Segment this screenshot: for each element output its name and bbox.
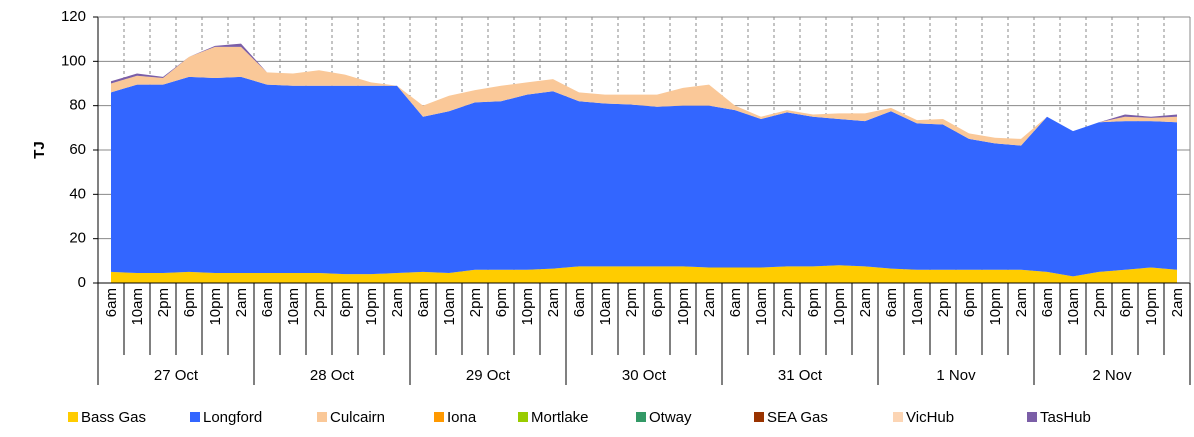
x-tick-label: 6am <box>1039 288 1056 317</box>
legend-swatch <box>518 412 528 422</box>
x-tick-label: 10am <box>753 288 770 326</box>
area <box>111 76 1177 277</box>
x-tick-label: 2pm <box>155 288 172 317</box>
x-tick-label: 6am <box>103 288 120 317</box>
x-tick-label: 2pm <box>623 288 640 317</box>
legend-swatch <box>1027 412 1037 422</box>
x-tick-label: 10pm <box>207 288 224 326</box>
x-tick-label: 10am <box>285 288 302 326</box>
x-tick-label: 10pm <box>363 288 380 326</box>
x-tick-label: 6am <box>883 288 900 317</box>
x-tick-label: 2am <box>545 288 562 317</box>
date-label: 28 Oct <box>310 367 355 384</box>
x-tick-label: 10pm <box>831 288 848 326</box>
legend-label: TasHub <box>1040 409 1091 426</box>
x-tick-label: 6pm <box>1117 288 1134 317</box>
x-tick-label: 2am <box>701 288 718 317</box>
area <box>111 265 1177 283</box>
legend-label: Culcairn <box>330 409 385 426</box>
x-tick-label: 10pm <box>519 288 536 326</box>
x-tick-label: 2am <box>233 288 250 317</box>
x-tick-label: 6am <box>259 288 276 317</box>
x-tick-label: 6pm <box>181 288 198 317</box>
legend-label: VicHub <box>906 409 954 426</box>
x-tick-label: 2am <box>857 288 874 317</box>
date-label: 30 Oct <box>622 367 667 384</box>
legend-label: Bass Gas <box>81 409 146 426</box>
x-tick-label: 2pm <box>467 288 484 317</box>
x-tick-label: 10am <box>129 288 146 326</box>
x-tick-label: 2am <box>389 288 406 317</box>
date-label: 2 Nov <box>1092 367 1132 384</box>
x-tick-label: 2pm <box>1091 288 1108 317</box>
legend-swatch <box>317 412 327 422</box>
legend-swatch <box>893 412 903 422</box>
x-tick-label: 10am <box>1065 288 1082 326</box>
x-tick-label: 10am <box>909 288 926 326</box>
x-tick-label: 6am <box>415 288 432 317</box>
x-tick-label: 6am <box>727 288 744 317</box>
legend-swatch <box>190 412 200 422</box>
legend-label: Mortlake <box>531 409 589 426</box>
date-label: 27 Oct <box>154 367 199 384</box>
y-tick-label: 120 <box>61 8 86 25</box>
legend-swatch <box>68 412 78 422</box>
x-tick-label: 6pm <box>805 288 822 317</box>
legend-swatch <box>754 412 764 422</box>
y-axis-label: TJ <box>31 141 48 159</box>
y-tick-label: 40 <box>69 185 86 202</box>
legend-label: Longford <box>203 409 262 426</box>
date-label: 1 Nov <box>936 367 976 384</box>
x-tick-label: 6am <box>571 288 588 317</box>
x-tick-label: 10am <box>597 288 614 326</box>
x-tick-label: 6pm <box>649 288 666 317</box>
x-tick-label: 2pm <box>935 288 952 317</box>
y-tick-label: 0 <box>78 274 86 291</box>
x-tick-label: 6pm <box>493 288 510 317</box>
legend-label: SEA Gas <box>767 409 828 426</box>
x-tick-label: 10pm <box>1143 288 1160 326</box>
x-tick-label: 10am <box>441 288 458 326</box>
x-tick-label: 2am <box>1013 288 1030 317</box>
x-tick-label: 2pm <box>779 288 796 317</box>
x-tick-label: 10pm <box>675 288 692 326</box>
y-tick-label: 100 <box>61 52 86 69</box>
legend-label: Otway <box>649 409 692 426</box>
date-label: 31 Oct <box>778 367 823 384</box>
area <box>111 46 1177 146</box>
y-tick-label: 60 <box>69 141 86 158</box>
x-tick-label: 6pm <box>337 288 354 317</box>
x-tick-label: 2pm <box>311 288 328 317</box>
x-tick-label: 10pm <box>987 288 1004 326</box>
legend-swatch <box>434 412 444 422</box>
y-tick-label: 20 <box>69 230 86 247</box>
legend-swatch <box>636 412 646 422</box>
y-tick-label: 80 <box>69 97 86 114</box>
date-label: 29 Oct <box>466 367 511 384</box>
legend-label: Iona <box>447 409 477 426</box>
x-tick-label: 6pm <box>961 288 978 317</box>
x-tick-label: 2am <box>1169 288 1186 317</box>
